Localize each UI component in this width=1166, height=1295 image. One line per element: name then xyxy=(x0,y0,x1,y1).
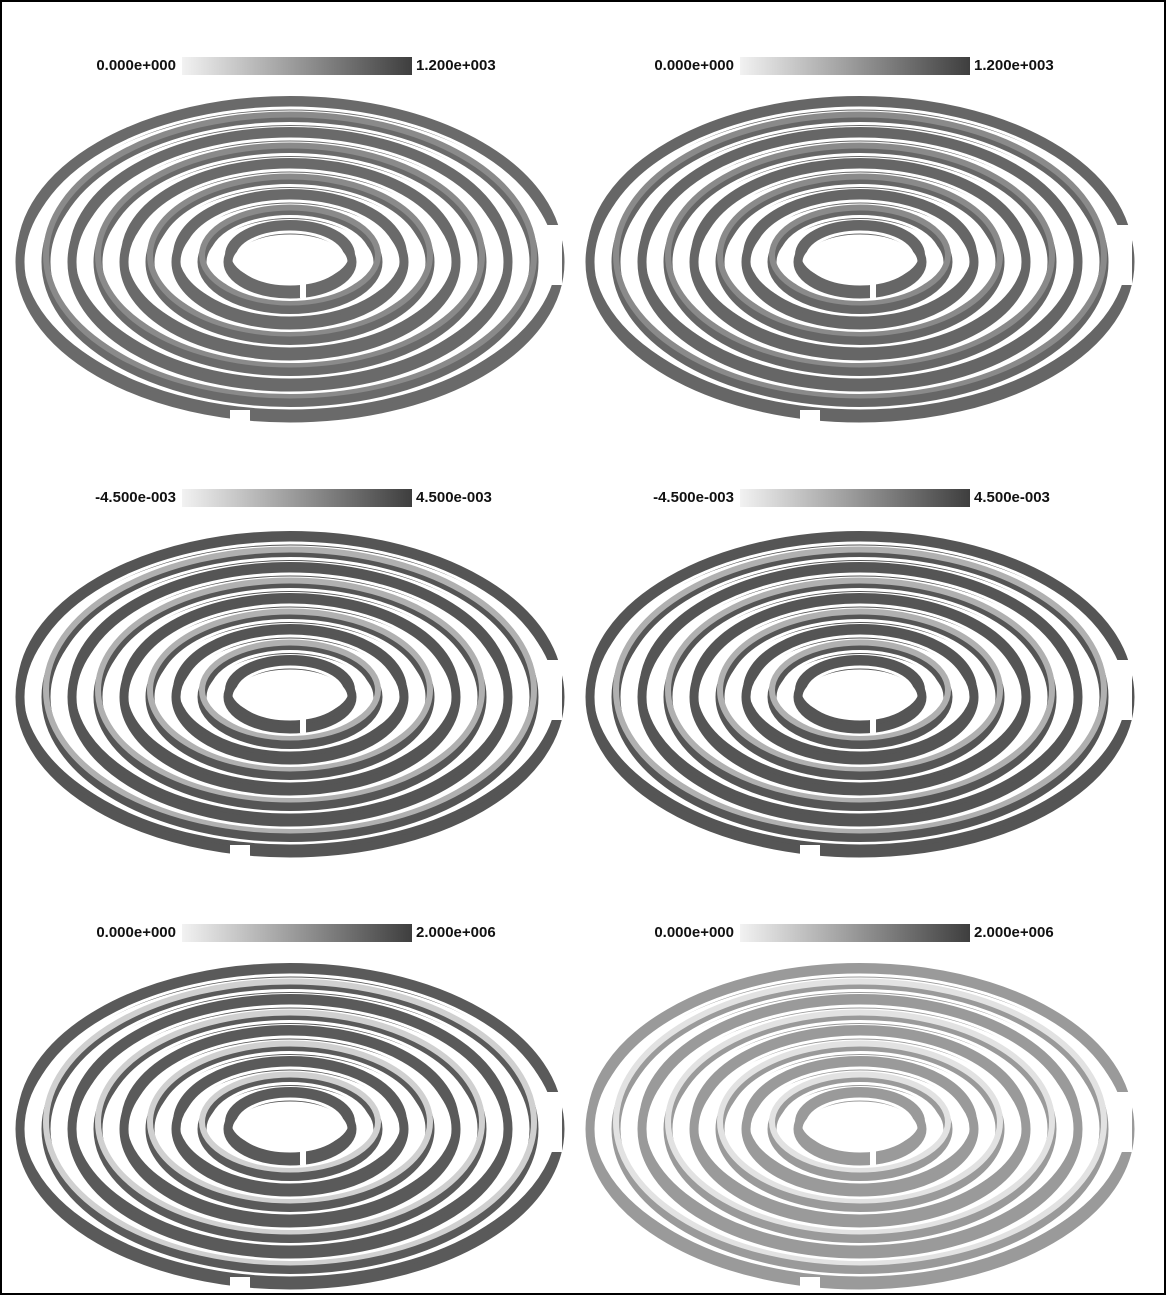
ring-opening xyxy=(540,225,562,285)
colorbar-min-label: -4.500e-003 xyxy=(653,489,734,506)
ring-break xyxy=(230,1277,250,1291)
ring-break xyxy=(870,715,876,733)
ring-break xyxy=(230,410,250,424)
colorbar-max-label: 4.500e-003 xyxy=(416,489,492,506)
ring-opening xyxy=(540,660,562,720)
colorbar-max-label: 1.200e+003 xyxy=(416,57,496,74)
colorbar xyxy=(182,489,412,507)
colorbar xyxy=(740,924,970,942)
ring-break xyxy=(870,1147,876,1165)
colorbar-max-label: 2.000e+006 xyxy=(974,924,1054,941)
colorbar xyxy=(182,924,412,942)
colorbar-min-label: -4.500e-003 xyxy=(95,489,176,506)
colorbar-min-label: 0.000e+000 xyxy=(96,57,176,74)
ring-break xyxy=(800,410,820,424)
colorbar-min-label: 0.000e+000 xyxy=(96,924,176,941)
ring-break xyxy=(800,1277,820,1291)
colorbar-max-label: 1.200e+003 xyxy=(974,57,1054,74)
colorbar xyxy=(740,57,970,75)
ring-opening xyxy=(1110,1092,1132,1152)
ring-break xyxy=(870,280,876,298)
ring-break xyxy=(800,845,820,859)
ring-opening xyxy=(1110,225,1132,285)
colorbar-min-label: 0.000e+000 xyxy=(654,57,734,74)
colorbar-min-label: 0.000e+000 xyxy=(654,924,734,941)
ring-opening xyxy=(1110,660,1132,720)
colorbar-max-label: 4.500e-003 xyxy=(974,489,1050,506)
ring-break xyxy=(300,1147,306,1165)
colorbar xyxy=(182,57,412,75)
figure: 0.000e+000 1.200e+003 0.000e+000 1.200e+003… xyxy=(0,0,1166,1295)
colorbar-max-label: 2.000e+006 xyxy=(416,924,496,941)
ring-break xyxy=(300,715,306,733)
page: {"panels": [ {"colorbar": {"min_label": … xyxy=(0,0,1166,1295)
colorbar xyxy=(740,489,970,507)
ring-opening xyxy=(540,1092,562,1152)
ring-break xyxy=(300,280,306,298)
ring-break xyxy=(230,845,250,859)
